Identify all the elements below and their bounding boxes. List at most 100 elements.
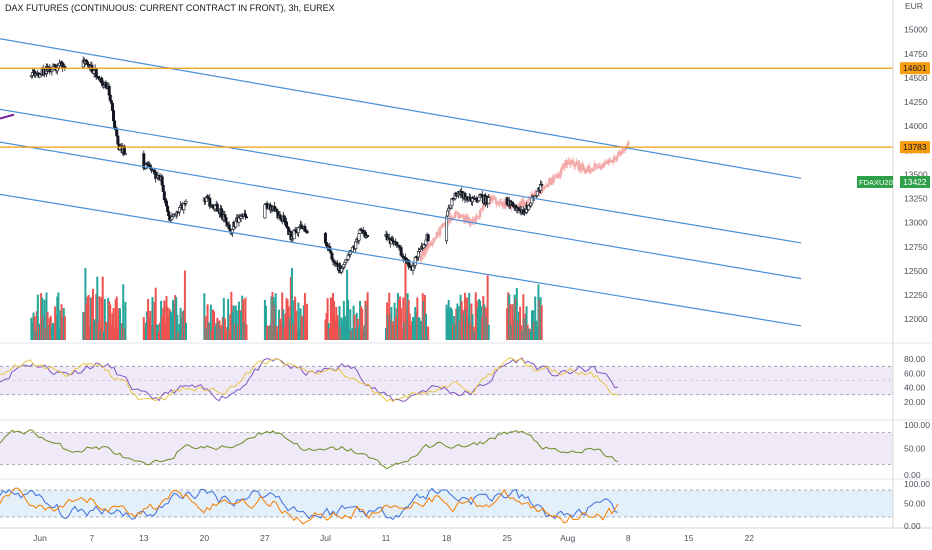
time-axis[interactable]: Jun 7 13 20 27 Jul 11 18 25 Aug 8 15 22 — [33, 533, 754, 543]
volume-bar — [335, 306, 338, 340]
volume-bar — [155, 324, 158, 340]
projection-body — [495, 200, 498, 205]
projection-body — [566, 161, 569, 165]
last-price-tag — [900, 175, 930, 188]
volume-bar — [522, 294, 525, 340]
volume-bar — [325, 312, 328, 340]
volume-bar — [34, 329, 37, 340]
projection-body — [609, 160, 613, 163]
volume-bar — [111, 313, 114, 340]
volume-bar — [159, 322, 162, 340]
volume-bar — [171, 299, 174, 340]
volume-bar — [280, 322, 283, 340]
volume-bar — [119, 308, 122, 340]
time-tick-label: Jul — [320, 533, 331, 543]
indicator-tick-label: 80.00 — [904, 354, 926, 364]
channel-line — [0, 193, 802, 327]
volume-bar — [55, 314, 58, 340]
volume-bar — [523, 317, 526, 340]
volume-bar — [90, 297, 93, 340]
projection-body — [627, 141, 630, 145]
volume-bar — [324, 319, 327, 340]
volume-bar — [514, 298, 517, 340]
volume-bar — [426, 329, 429, 340]
indicator-tick-label: 100.00 — [904, 420, 930, 430]
volume-bar — [327, 323, 330, 340]
time-tick-label: 27 — [260, 533, 270, 543]
volume-bar — [232, 305, 235, 340]
volume-bar — [123, 328, 126, 340]
projection-body — [574, 164, 577, 167]
time-tick-label: 7 — [90, 533, 95, 543]
time-tick-label: 18 — [442, 533, 452, 543]
projection-body — [617, 151, 620, 156]
candle-body — [161, 184, 165, 192]
projection-body — [580, 164, 583, 171]
volume-bar — [223, 318, 226, 340]
volume-bar — [264, 305, 267, 340]
time-tick-label: 20 — [200, 533, 210, 543]
price-axis[interactable]: EUR1500014750145001425014000137501350013… — [0, 0, 932, 531]
volume-bar — [215, 323, 218, 340]
volume-bar — [365, 304, 368, 340]
volume-bar — [156, 324, 159, 340]
projection-body — [616, 155, 619, 159]
level-price-tag — [900, 141, 930, 154]
volume-bar — [482, 296, 485, 340]
volume-bar — [216, 317, 219, 340]
volume-bar — [51, 322, 54, 340]
volume-bar — [183, 270, 186, 340]
volume-bar — [450, 309, 453, 340]
volume-bar — [101, 276, 104, 340]
price-tick-label: 15000 — [904, 25, 928, 35]
volume-bar — [203, 293, 206, 340]
time-tick-label: 13 — [139, 533, 149, 543]
volume-bar — [412, 316, 415, 340]
price-tick-label: 12500 — [904, 266, 928, 276]
volume-bar — [453, 316, 456, 340]
candle-body — [535, 190, 539, 196]
volume-bar — [181, 311, 184, 340]
volume-bar — [86, 296, 89, 340]
volume-bar — [57, 292, 60, 340]
volume-bar — [340, 317, 343, 340]
projection-body — [588, 165, 591, 173]
volume-bar — [146, 311, 149, 340]
volume-bar — [525, 306, 528, 340]
volume-bar — [239, 310, 242, 340]
projection-body — [563, 164, 566, 168]
volume-bar — [240, 312, 243, 340]
volume-bar — [477, 299, 480, 340]
volume-bar — [297, 302, 300, 340]
volume-bar — [526, 324, 529, 340]
volume-bar — [392, 324, 395, 340]
volume-bar — [303, 293, 306, 340]
volume-bar — [32, 312, 35, 340]
volume-bar — [230, 291, 233, 340]
volume-bar — [44, 327, 47, 340]
volume-bar — [298, 328, 301, 340]
volume-bar — [362, 330, 365, 340]
time-tick-label: 22 — [745, 533, 755, 543]
volume-bar — [449, 307, 452, 340]
volume-bar — [402, 297, 405, 340]
candle-body — [426, 234, 430, 242]
volume-bar — [234, 305, 237, 340]
projection-body — [594, 163, 597, 166]
volume-bar — [236, 325, 239, 340]
projection-body — [559, 168, 563, 175]
volume-bar — [425, 313, 428, 340]
drawn-lines[interactable] — [0, 36, 893, 327]
price-tick-label: 12750 — [904, 242, 928, 252]
projection-body — [623, 149, 627, 151]
volume-bar — [508, 294, 511, 340]
volume-bar — [235, 310, 238, 340]
stoch_k-line — [0, 487, 619, 521]
projection-body — [612, 156, 616, 163]
volume-bar — [420, 321, 423, 340]
volume-bar — [104, 321, 107, 340]
volume-bar — [241, 295, 244, 340]
projection-body — [430, 243, 433, 246]
volume-bar — [423, 294, 426, 340]
